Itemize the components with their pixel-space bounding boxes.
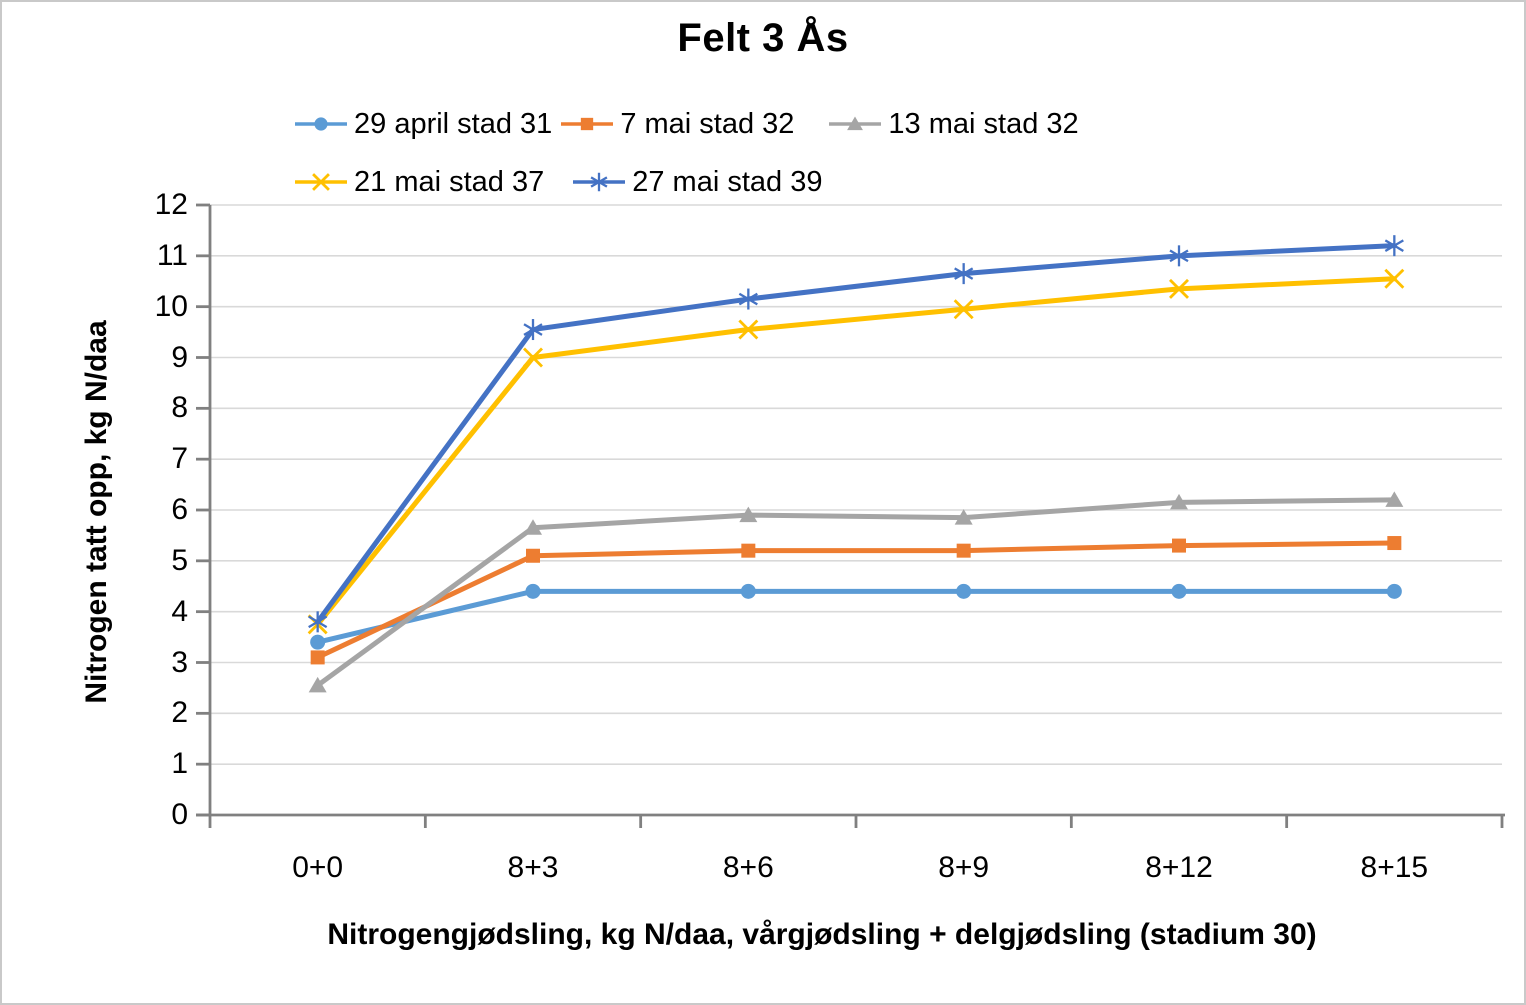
triangle-marker-icon: [847, 116, 864, 131]
circle-marker-icon: [314, 117, 328, 131]
y-tick-label: 7: [171, 442, 188, 476]
legend: 29 april stad 31 7 mai stad 32 13 mai stad…: [294, 102, 1244, 204]
x-marker-icon: [1384, 268, 1405, 289]
square-marker-icon: [310, 650, 325, 665]
legend-item-4: 21 mai stad 37: [294, 160, 544, 204]
y-tick-label: 0: [171, 798, 188, 831]
y-tick-label: 4: [171, 594, 188, 628]
y-tick-label: 9: [171, 340, 188, 374]
legend-circle-marker-icon: [295, 117, 347, 131]
y-tick-label: 10: [154, 289, 188, 323]
x-marker-icon: [1169, 278, 1189, 299]
x-marker-icon: [953, 299, 974, 320]
x-marker-icon: [312, 173, 330, 191]
legend-label: 27 mai stad 39: [632, 165, 823, 198]
x-axis-title: Nitrogengjødsling, kg N/daa, vårgjødslin…: [327, 918, 1317, 951]
legend-label: 7 mai stad 32: [620, 107, 795, 140]
triangle-marker-icon: [308, 676, 327, 693]
triangle-marker-icon: [1170, 493, 1188, 510]
circle-marker-icon: [1386, 583, 1402, 599]
circle-marker-icon: [1171, 583, 1187, 599]
asterisk-marker-icon: [954, 263, 974, 285]
y-tick-label: 11: [156, 238, 188, 272]
y-tick-label: 6: [171, 493, 188, 526]
x-tick-label: 8+15: [1360, 851, 1429, 884]
x-tick-label: 8+3: [507, 851, 559, 884]
triangle-marker-icon: [954, 509, 973, 525]
square-marker-icon: [1387, 536, 1402, 551]
legend-square-marker-icon: [561, 117, 614, 131]
legend-item-5: 27 mai stad 39: [572, 160, 822, 204]
series-line-1: [315, 588, 1397, 645]
circle-marker-icon: [740, 583, 756, 599]
legend-item-1: 29 april stad 31: [294, 102, 552, 146]
chart-title: Felt 3 Ås: [677, 16, 849, 60]
legend-asterisk-marker-icon: [573, 172, 626, 192]
asterisk-marker-icon: [308, 611, 328, 633]
series-line-4: [315, 276, 1397, 627]
x-tick-label: 8+12: [1145, 851, 1213, 884]
legend-triangle-marker-icon: [829, 116, 882, 131]
legend-label: 13 mai stad 32: [888, 107, 1079, 140]
circle-marker-icon: [956, 583, 972, 599]
square-marker-icon: [956, 543, 971, 558]
circle-marker-icon: [310, 634, 326, 650]
triangle-marker-icon: [1385, 491, 1404, 507]
asterisk-marker-icon: [738, 288, 758, 310]
y-tick-label: 1: [171, 747, 188, 781]
circle-marker-icon: [525, 583, 541, 599]
y-tick-label: 5: [171, 543, 188, 577]
series-line-2: [315, 540, 1397, 660]
series-line-5: [315, 243, 1397, 625]
x-tick-label: 8+9: [938, 851, 990, 884]
square-marker-icon: [741, 543, 756, 558]
triangle-marker-icon: [739, 506, 758, 523]
x-marker-icon: [738, 319, 759, 340]
series-line-3: [315, 497, 1397, 688]
y-axis-title: Nitrogen tatt opp, kg N/daa: [80, 320, 113, 704]
y-tick-label: 8: [171, 391, 188, 425]
x-tick-label: 0+0: [292, 851, 344, 884]
legend-label: 21 mai stad 37: [354, 165, 545, 198]
legend-label: 29 april stad 31: [354, 107, 553, 140]
asterisk-marker-icon: [1384, 235, 1404, 257]
square-marker-icon: [526, 548, 540, 563]
legend-x-marker-icon: [295, 173, 347, 191]
legend-item-2: 7 mai stad 32: [560, 102, 794, 146]
y-tick-label: 3: [171, 645, 188, 679]
triangle-marker-icon: [524, 519, 542, 535]
y-tick-label: 2: [171, 696, 188, 730]
asterisk-marker-icon: [1169, 245, 1189, 267]
x-marker-icon: [523, 347, 543, 368]
asterisk-marker-icon: [523, 319, 543, 341]
x-tick-label: 8+6: [722, 851, 774, 884]
asterisk-marker-icon: [590, 172, 608, 192]
square-marker-icon: [1172, 538, 1186, 553]
y-tick-label: 12: [154, 188, 188, 221]
square-marker-icon: [581, 117, 594, 131]
legend-item-3: 13 mai stad 32: [828, 102, 1079, 146]
